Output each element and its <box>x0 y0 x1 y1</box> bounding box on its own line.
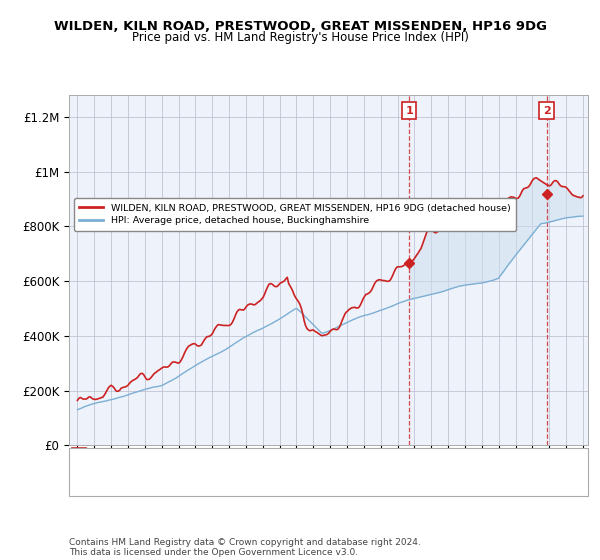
Legend: WILDEN, KILN ROAD, PRESTWOOD, GREAT MISSENDEN, HP16 9DG (detached house), HPI: A: WILDEN, KILN ROAD, PRESTWOOD, GREAT MISS… <box>74 198 516 231</box>
Text: 10-SEP-2014: 10-SEP-2014 <box>99 451 170 461</box>
Text: Contains HM Land Registry data © Crown copyright and database right 2024.
This d: Contains HM Land Registry data © Crown c… <box>69 538 421 557</box>
Text: 17% ↑ HPI: 17% ↑ HPI <box>264 451 323 461</box>
Text: 11% ↑ HPI: 11% ↑ HPI <box>264 472 323 482</box>
Text: £920,000: £920,000 <box>186 472 239 482</box>
Text: 02-NOV-2022: 02-NOV-2022 <box>99 472 173 482</box>
Text: WILDEN, KILN ROAD, PRESTWOOD, GREAT MISSENDEN, HP16 9DG: WILDEN, KILN ROAD, PRESTWOOD, GREAT MISS… <box>53 20 547 32</box>
Text: Price paid vs. HM Land Registry's House Price Index (HPI): Price paid vs. HM Land Registry's House … <box>131 31 469 44</box>
Text: 2: 2 <box>542 106 550 116</box>
Text: 2: 2 <box>75 472 83 482</box>
Text: £665,000: £665,000 <box>186 451 239 461</box>
Text: 1: 1 <box>75 451 83 461</box>
Text: 1: 1 <box>406 106 413 116</box>
